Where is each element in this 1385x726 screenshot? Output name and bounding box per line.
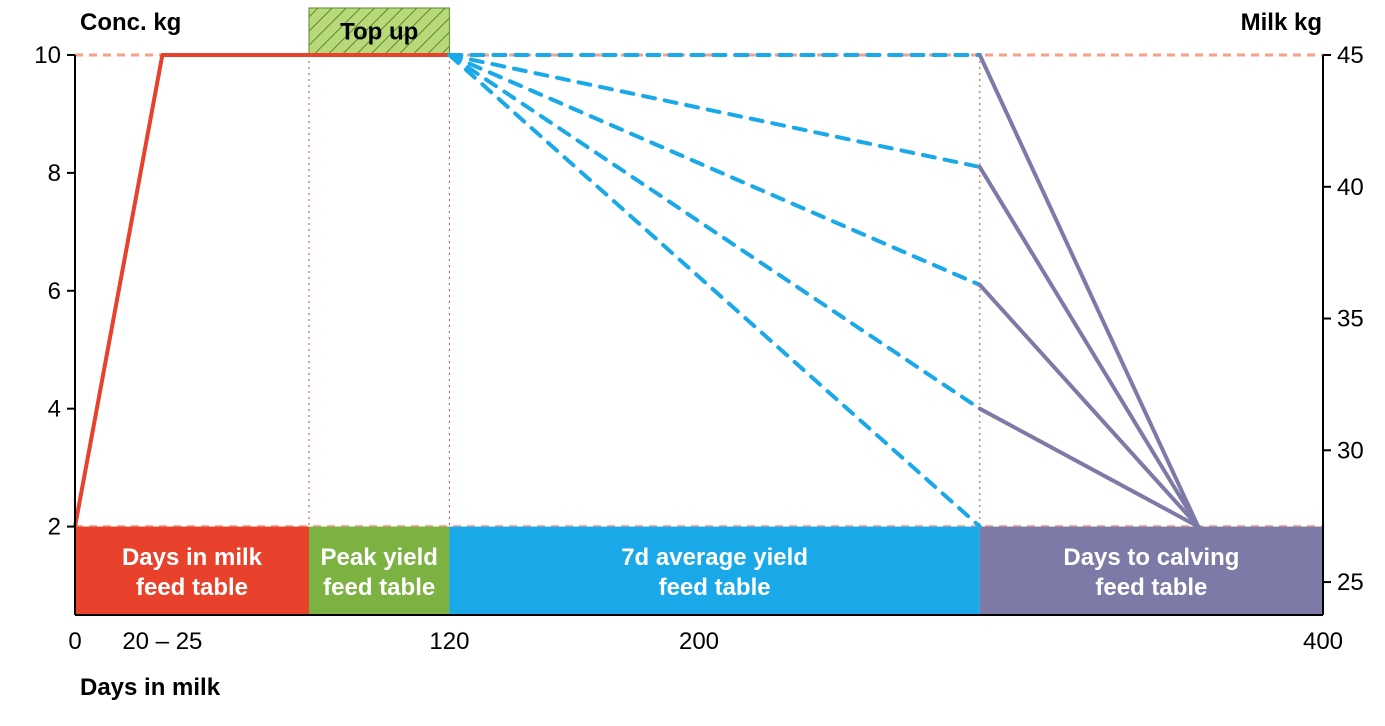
xtick: 20 – 25 [122, 628, 202, 655]
phase-avg7d-label1: 7d average yield [621, 544, 808, 571]
xtick: 200 [679, 628, 719, 655]
left-axis-title: Conc. kg [80, 9, 181, 36]
ytick-right: 35 [1337, 306, 1364, 333]
phase-dim-label1: Days in milk [122, 544, 263, 571]
phase-dtc-label2: feed table [1095, 574, 1207, 601]
phase-dim-label2: feed table [136, 574, 248, 601]
ytick-right: 45 [1337, 42, 1364, 69]
ytick-left: 6 [48, 278, 61, 305]
xtick: 0 [68, 628, 81, 655]
ytick-right: 25 [1337, 569, 1364, 596]
phase-peak-label1: Peak yield [320, 544, 437, 571]
chart-svg: Top up Days in milk feed table Peak yield fe… [0, 0, 1385, 726]
phase-avg7d-label2: feed table [659, 574, 771, 601]
xtick: 120 [429, 628, 469, 655]
ytick-right: 40 [1337, 174, 1364, 201]
ytick-left: 2 [48, 514, 61, 541]
phase-peak-label2: feed table [323, 574, 435, 601]
feed-chart: Top up Days in milk feed table Peak yield fe… [0, 0, 1385, 726]
phase-dtc-label1: Days to calving [1063, 544, 1239, 571]
right-axis-title: Milk kg [1241, 9, 1322, 36]
ytick-left: 4 [48, 396, 61, 423]
x-axis-title: Days in milk [80, 674, 221, 701]
ytick-left: 10 [34, 42, 61, 69]
xtick: 400 [1303, 628, 1343, 655]
ytick-left: 8 [48, 160, 61, 187]
topup-label: Top up [340, 19, 418, 46]
ytick-right: 30 [1337, 437, 1364, 464]
